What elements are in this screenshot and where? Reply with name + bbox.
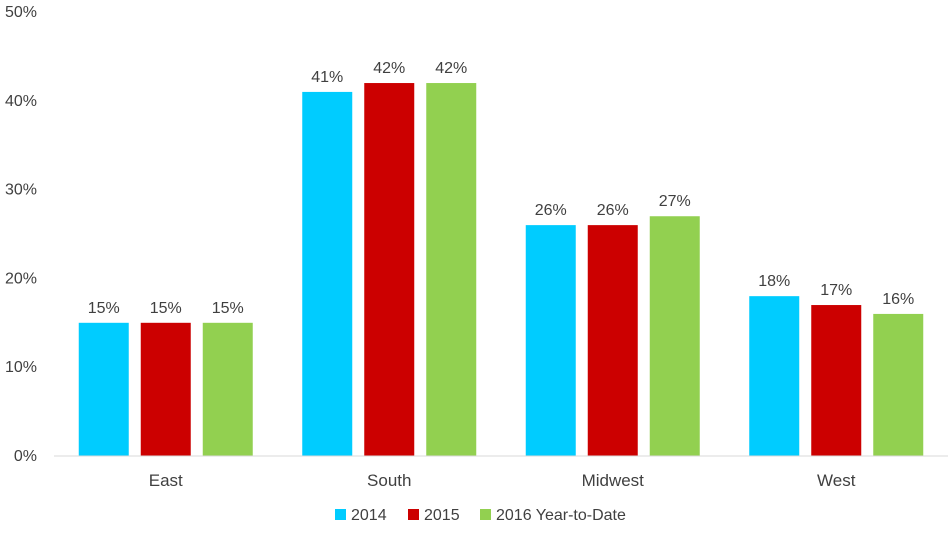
y-tick-label: 10% [5,359,37,376]
bar-data-labels: 15% 15% 15% 41% 42% 42% 26% 26% 27% 18% 17% 16% [88,60,915,317]
bar-midwest-2014 [525,225,576,456]
legend-label: 2015 [424,507,460,524]
bar-west-2016-year-to-date [873,313,924,456]
legend-swatch [408,509,419,520]
data-label: 42% [435,60,467,77]
bar-groups [78,83,924,457]
data-label: 42% [373,60,405,77]
data-label: 41% [311,69,343,86]
y-tick-label: 40% [5,93,37,110]
data-label: 18% [758,273,790,290]
bar-midwest-2016-year-to-date [649,216,700,456]
data-label: 15% [212,300,244,317]
legend-swatch [335,509,346,520]
data-label: 17% [820,282,852,299]
y-tick-label: 0% [14,448,37,465]
bar-west-2015 [811,305,862,456]
data-label: 26% [597,202,629,219]
legend-label: 2016 Year-to-Date [496,507,626,524]
category-label-south: South [367,471,411,490]
bar-east-2015 [140,322,191,456]
data-label: 27% [659,193,691,210]
category-label-east: East [149,471,183,490]
data-label: 15% [150,300,182,317]
legend-swatch [480,509,491,520]
y-tick-label: 50% [5,4,37,21]
data-label: 16% [882,291,914,308]
x-axis-category-labels: East South Midwest West [149,471,856,490]
y-tick-label: 30% [5,182,37,199]
bar-south-2015 [364,83,415,456]
data-label: 15% [88,300,120,317]
y-tick-label: 20% [5,270,37,287]
bar-east-2014 [78,322,129,456]
bar-midwest-2015 [587,225,638,456]
legend: 2014 2015 2016 Year-to-Date [335,507,626,524]
category-label-west: West [817,471,856,490]
bar-south-2016-year-to-date [426,83,477,456]
data-label: 26% [535,202,567,219]
category-label-midwest: Midwest [582,471,645,490]
bar-east-2016-year-to-date [202,322,253,456]
legend-label: 2014 [351,507,387,524]
bar-south-2014 [302,91,353,457]
bar-west-2014 [749,296,800,456]
y-axis-tick-labels: 0% 10% 20% 30% 40% 50% [5,4,37,465]
